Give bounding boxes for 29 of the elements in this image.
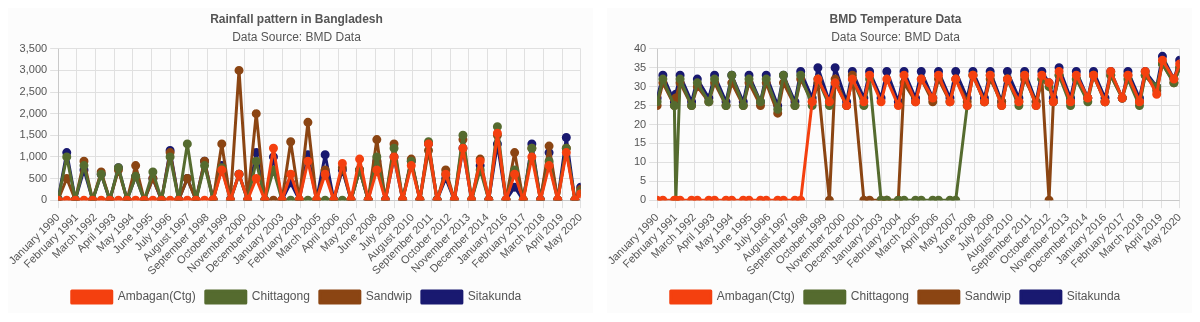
legend-label: Sitakunda — [467, 289, 522, 304]
legend-label: Chittagong — [251, 289, 310, 304]
y-tick-label: 0 — [640, 193, 647, 206]
y-tick-label: 1,500 — [19, 128, 48, 141]
y-tick-label: 15 — [633, 136, 647, 149]
y-tick-label: 0 — [41, 193, 48, 206]
y-tick-label: 2,500 — [19, 85, 48, 98]
chart-title: BMD Temperature Data — [829, 11, 962, 26]
legend-label: Sitakunda — [1066, 289, 1121, 304]
legend-label: Ambagan(Ctg) — [117, 289, 196, 304]
y-tick-label: 500 — [28, 171, 48, 184]
chart-subtitle: Data Source: BMD Data — [232, 29, 362, 44]
y-tick-label: 10 — [633, 155, 647, 168]
y-tick-label: 20 — [633, 117, 647, 130]
y-tick-label: 1,000 — [19, 149, 48, 162]
y-tick-label: 3,500 — [19, 41, 48, 54]
y-tick-label: 40 — [633, 41, 647, 54]
legend-label: Ambagan(Ctg) — [716, 289, 795, 304]
y-tick-label: 30 — [633, 79, 647, 92]
y-tick-label: 35 — [633, 60, 647, 73]
y-tick-label: 25 — [633, 98, 647, 111]
y-tick-label: 2,000 — [19, 106, 48, 119]
chart-subtitle: Data Source: BMD Data — [831, 29, 961, 44]
y-tick-label: 3,000 — [19, 63, 48, 76]
legend-label: Chittagong — [850, 289, 909, 304]
legend-label: Sandwip — [964, 289, 1012, 304]
legend-label: Sandwip — [365, 289, 413, 304]
y-tick-label: 5 — [640, 174, 647, 187]
chart-title: Rainfall pattern in Bangladesh — [210, 11, 383, 26]
